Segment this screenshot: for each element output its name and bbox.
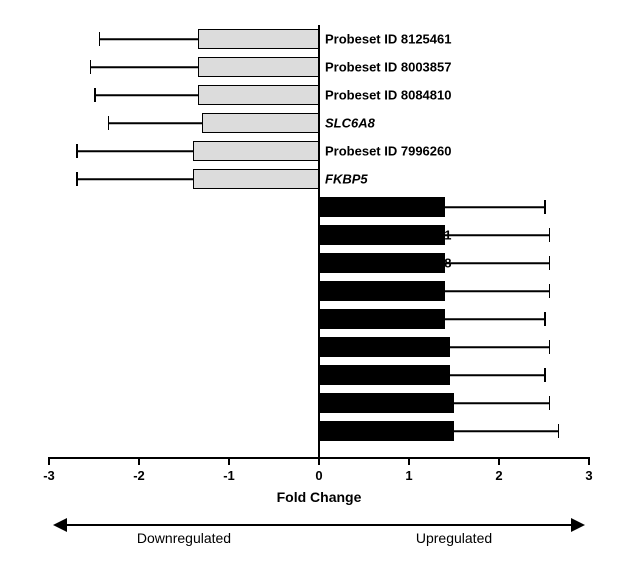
- bar-row: Probeset ID 8125461: [49, 29, 589, 49]
- bar-row: TXN: [49, 421, 589, 441]
- error-cap: [108, 116, 110, 130]
- error-cap: [558, 424, 560, 438]
- error-cap: [549, 228, 551, 242]
- x-tick-label: -1: [223, 468, 235, 483]
- bar-label: SNRPN: [325, 312, 371, 327]
- error-cap: [544, 200, 546, 214]
- bar-down: [198, 85, 320, 105]
- fold-change-chart: Probeset ID 8125461 Probeset ID 8003857 Pr…: [15, 15, 627, 554]
- error-bar: [445, 262, 549, 264]
- bar-label: SNORA49: [325, 200, 386, 215]
- bar-down: [193, 169, 319, 189]
- bar-row: Probeset ID 8003857: [49, 57, 589, 77]
- bar-row: SNRPN: [49, 309, 589, 329]
- error-bar: [454, 402, 549, 404]
- bar-row: SLC6A8: [49, 113, 589, 133]
- x-tick: [408, 457, 410, 465]
- error-bar: [445, 234, 549, 236]
- x-tick: [588, 457, 590, 465]
- bar-row: Probeset ID 7984008: [49, 253, 589, 273]
- bar-row: Probeset ID 8084810: [49, 85, 589, 105]
- error-cap: [94, 88, 96, 102]
- x-tick-label: 0: [315, 468, 322, 483]
- direction-arrow: Downregulated Upregulated: [49, 524, 589, 554]
- x-axis-label: Fold Change: [277, 489, 362, 505]
- downregulated-label: Downregulated: [137, 530, 231, 546]
- bar-label: Probeset ID 7906751: [325, 228, 451, 243]
- bar-label: Probeset ID 8003857: [325, 60, 451, 75]
- x-tick: [228, 457, 230, 465]
- error-cap: [549, 256, 551, 270]
- error-cap: [76, 172, 78, 186]
- error-cap: [76, 144, 78, 158]
- arrow-right-icon: [571, 518, 585, 532]
- error-cap: [549, 284, 551, 298]
- bar-label: SLCO4C1: [325, 368, 385, 383]
- bar-label: CLEC2B: [325, 284, 377, 299]
- error-cap: [549, 396, 551, 410]
- error-bar: [99, 38, 198, 40]
- error-bar: [450, 374, 545, 376]
- bar-down: [198, 57, 320, 77]
- bar-row: FKBP5: [49, 169, 589, 189]
- bar-row: Probeset ID 8142763: [49, 393, 589, 413]
- bar-down: [202, 113, 319, 133]
- bar-label: SLC6A8: [325, 116, 375, 131]
- error-bar: [445, 206, 544, 208]
- error-cap: [544, 312, 546, 326]
- x-tick-label: 3: [585, 468, 592, 483]
- error-bar: [76, 178, 193, 180]
- bar-row: CLEC2B: [49, 281, 589, 301]
- x-tick: [48, 457, 50, 465]
- bar-label: FKBP5: [325, 172, 368, 187]
- arrow-line: [67, 524, 571, 526]
- x-tick-label: -3: [43, 468, 55, 483]
- bar-label: Probeset ID 8125461: [325, 32, 451, 47]
- x-tick-label: -2: [133, 468, 145, 483]
- error-bar: [94, 94, 198, 96]
- plot-area: Probeset ID 8125461 Probeset ID 8003857 Pr…: [49, 25, 589, 459]
- upregulated-label: Upregulated: [416, 530, 492, 546]
- x-tick: [138, 457, 140, 465]
- bar-row: SNORA49: [49, 197, 589, 217]
- error-bar: [90, 66, 198, 68]
- x-tick-label: 1: [405, 468, 412, 483]
- error-cap: [90, 60, 92, 74]
- error-cap: [544, 368, 546, 382]
- bar-row: LOC339240: [49, 337, 589, 357]
- bar-label: Probeset ID 8084810: [325, 88, 451, 103]
- bar-label: LOC339240: [325, 340, 396, 355]
- bar-label: Probeset ID 8142763: [325, 396, 451, 411]
- x-tick-label: 2: [495, 468, 502, 483]
- bar-label: TXN: [325, 424, 351, 439]
- bar-row: SLCO4C1: [49, 365, 589, 385]
- bar-row: Probeset ID 7906751: [49, 225, 589, 245]
- bar-label: Probeset ID 7996260: [325, 144, 451, 159]
- error-bar: [454, 430, 558, 432]
- error-bar: [450, 346, 549, 348]
- error-bar: [108, 122, 203, 124]
- bar-row: Probeset ID 7996260: [49, 141, 589, 161]
- error-cap: [99, 32, 101, 46]
- error-cap: [549, 340, 551, 354]
- x-tick: [318, 457, 320, 465]
- x-tick: [498, 457, 500, 465]
- error-bar: [445, 290, 549, 292]
- error-bar: [76, 150, 193, 152]
- bar-label: Probeset ID 7984008: [325, 256, 451, 271]
- bar-down: [198, 29, 320, 49]
- bar-down: [193, 141, 319, 161]
- error-bar: [445, 318, 544, 320]
- arrow-left-icon: [53, 518, 67, 532]
